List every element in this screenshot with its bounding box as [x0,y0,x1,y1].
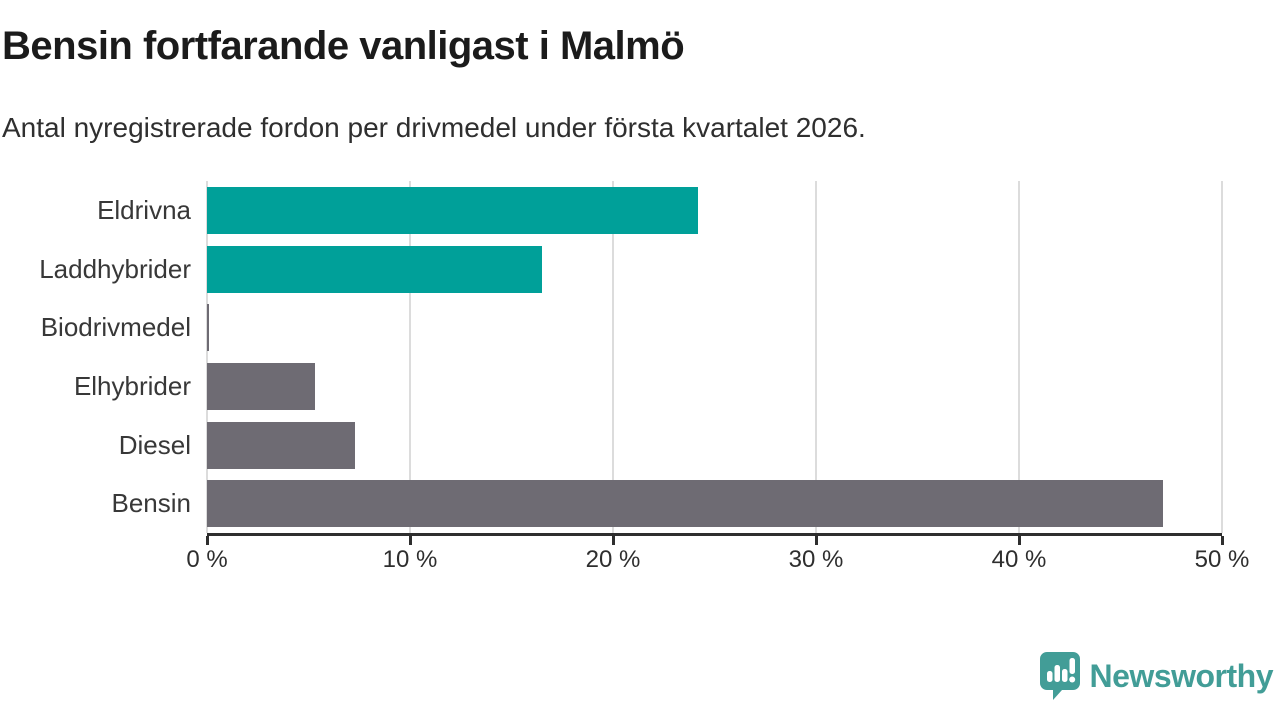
category-label: Laddhybrider [39,253,191,284]
axis-tick [408,536,412,545]
chart-row [207,474,1222,533]
brand-logo-link[interactable]: Newsworthy [1039,651,1274,701]
chart-row [207,240,1222,299]
category-label: Eldrivna [97,194,191,225]
gridline [815,181,817,533]
bar-elhybrider [207,362,315,410]
axis-tick [1220,536,1224,545]
x-tick-label: 50 % [1194,546,1250,573]
x-tick-label: 40 % [991,546,1047,573]
chart-row [207,416,1222,475]
axis-tick [1017,536,1021,545]
category-label: Diesel [118,429,191,460]
gridline [612,181,614,533]
x-tick-label: 0 % [186,546,228,573]
axis-tick [814,536,818,545]
page-title: Bensin fortfarande vanligast i Malmö [2,24,685,68]
bar-eldrivna [207,186,699,234]
page-subtitle: Antal nyregistrerade fordon per drivmede… [2,112,866,143]
brand-name: Newsworthy [1089,657,1274,694]
x-tick-labels: 0 % 10 % 20 % 30 % 40 % 50 % [186,546,1249,580]
x-tick-label: 20 % [585,546,641,573]
x-axis [205,533,1224,545]
newsworthy-logo-icon [1039,651,1081,701]
bar-chart: Eldrivna Laddhybrider Biodrivmedel Elhybrid… [0,181,1224,545]
x-tick-label: 30 % [788,546,844,573]
plot-area [205,181,1224,545]
bars [207,181,1222,533]
gridline [206,181,208,533]
bar-diesel [207,421,356,469]
x-tick-label: 10 % [382,546,438,573]
category-label: Bensin [111,488,192,519]
category-label: Elhybrider [73,370,191,401]
chart-row [207,298,1222,357]
category-labels: Eldrivna Laddhybrider Biodrivmedel Elhybrid… [0,181,191,533]
bar-bensin [207,480,1164,528]
bar-laddhybrider [207,245,542,293]
axis-tick [205,536,209,545]
chart-row [207,357,1222,416]
axis-tick [611,536,615,545]
gridlines [206,181,1223,533]
bar-biodrivmedel [207,304,210,352]
chart-row [207,181,1222,240]
gridline [409,181,411,533]
gridline [1221,181,1223,533]
category-label: Biodrivmedel [40,312,191,343]
gridline [1018,181,1020,533]
